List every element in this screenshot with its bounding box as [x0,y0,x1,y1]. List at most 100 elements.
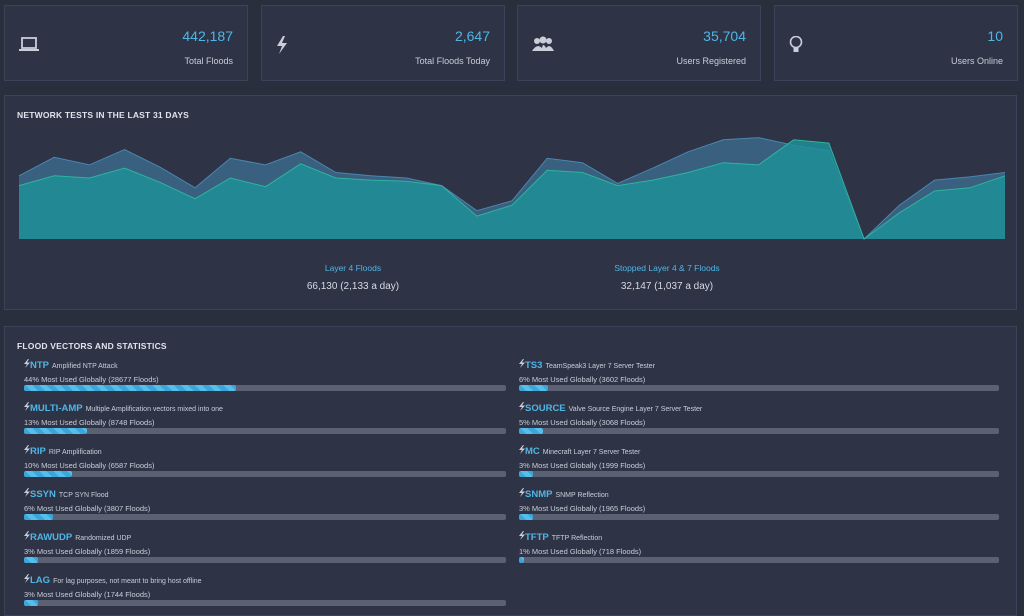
bolt-icon [24,445,30,454]
vector: MC Minecraft Layer 7 Server Tester 3% Most… [519,441,999,477]
stat-value: 442,187 [182,28,233,44]
bolt-icon [24,359,30,368]
vector-usage: 44% Most Used Globally (28677 Floods) [24,375,159,384]
vector: RAWUDP Randomized UDP 3% Most Used Globall… [24,527,506,563]
vector: LAG For lag purposes, not meant to bring … [24,570,506,606]
legend-label: Layer 4 Floods [325,263,381,273]
usage-track [519,557,999,563]
vector: SSYN TCP SYN Flood 6% Most Used Globally (… [24,484,506,520]
vector-head: TFTP TFTP Reflection [519,527,999,545]
usage-track [24,600,506,606]
vector-usage: 3% Most Used Globally (1744 Floods) [24,590,151,599]
vector: TFTP TFTP Reflection 1% Most Used Globally… [519,527,999,563]
bolt-icon [24,402,30,411]
vector-description: RIP Amplification [48,449,102,456]
vector-head: NTP Amplified NTP Attack [24,355,506,373]
vector-usage: 3% Most Used Globally (1965 Floods) [519,504,646,513]
legend-label: Stopped Layer 4 & 7 Floods [614,263,719,273]
card-icon [277,36,287,54]
line [18,139,1006,240]
usage-bar [519,385,548,391]
vector-usage: 10% Most Used Globally (6587 Floods) [24,461,155,470]
vector-head: TS3 TeamSpeak3 Layer 7 Server Tester [519,355,999,373]
vector-name: RIP [30,446,46,457]
stat-card: 442,187 Total Floods [4,5,248,81]
card-icon [789,36,803,52]
vector-name: TFTP [525,532,549,543]
vector: SOURCE Valve Source Engine Layer 7 Server… [519,398,999,434]
vector: MULTI-AMP Multiple Amplification vectors … [24,398,506,434]
usage-bar [519,471,534,477]
bolt-icon [519,445,525,454]
vector-head: SNMP SNMP Reflection [519,484,999,502]
vector-name: TS3 [525,360,543,371]
stat-label: Total Floods Today [415,56,490,66]
bolt-icon [519,402,525,411]
bolt-icon [24,574,30,583]
usage-bar [24,557,39,563]
vector-usage: 6% Most Used Globally (3807 Floods) [24,504,151,513]
vector-description: SNMP Reflection [555,492,609,499]
usage-bar [24,471,73,477]
vector-usage: 3% Most Used Globally (1999 Floods) [519,461,646,470]
legend-total: 66,130 (2,133 a day) [307,281,399,292]
stat-card: 10 Users Online [774,5,1018,81]
stat-label: Users Online [950,56,1003,66]
bolt-icon [519,488,525,497]
stat-value: 2,647 [454,28,490,44]
vector-head: RIP RIP Amplification [24,441,506,459]
vector-description: Valve Source Engine Layer 7 Server Teste… [568,406,703,413]
vector-head: LAG For lag purposes, not meant to bring … [24,570,506,588]
usage-bar [519,428,543,434]
vector-description: TCP SYN Flood [58,492,109,499]
vector-usage: 3% Most Used Globally (1859 Floods) [24,547,151,556]
vectors-panel: FLOOD VECTORS AND STATISTICS NTP Amplifie… [4,326,1017,616]
usage-track [24,514,506,520]
vector-description: Randomized UDP [75,535,132,542]
vector-description: TeamSpeak3 Layer 7 Server Tester [545,363,656,370]
usage-track [24,471,506,477]
stat-value: 35,704 [703,28,746,44]
bolt-icon [24,488,30,497]
usage-bar [519,514,534,520]
stat-label: Total Floods [184,56,233,66]
vector-head: SSYN TCP SYN Flood [24,484,506,502]
usage-track [24,428,506,434]
vector: TS3 TeamSpeak3 Layer 7 Server Tester 6% Mo… [519,355,999,391]
stat-value: 10 [987,28,1003,44]
card-icon [19,37,39,51]
vector-head: RAWUDP Randomized UDP [24,527,506,545]
vector-name: LAG [30,575,51,586]
chart-title: NETWORK TESTS IN THE LAST 31 DAYS [17,110,190,120]
vector-description: For lag purposes, not meant to bring hos… [53,578,202,585]
chart: Layer 4 Floods 66,130 (2,133 a day) Stoppe… [18,137,1006,292]
usage-bar [24,514,53,520]
vector-usage: 5% Most Used Globally (3068 Floods) [519,418,646,427]
vector: RIP RIP Amplification 10% Most Used Global… [24,441,506,477]
usage-track [24,557,506,563]
stat-card: 35,704 Users Registered [517,5,761,81]
vector-name: MULTI-AMP [30,403,83,414]
vector-head: SOURCE Valve Source Engine Layer 7 Server… [519,398,999,416]
bolt-icon [24,531,30,540]
vector-description: TFTP Reflection [551,535,603,542]
vector-head: MULTI-AMP Multiple Amplification vectors … [24,398,506,416]
bolt-icon [519,359,525,368]
vectors-title: FLOOD VECTORS AND STATISTICS [17,341,167,351]
usage-track [24,385,506,391]
vector-name: SOURCE [525,403,566,414]
vector: NTP Amplified NTP Attack 44% Most Used Glo… [24,355,506,391]
usage-track [519,428,999,434]
vector-description: Amplified NTP Attack [52,363,118,370]
usage-track [519,385,999,391]
vector-name: RAWUDP [30,532,73,543]
card-icon [532,36,554,51]
vector-head: MC Minecraft Layer 7 Server Tester [519,441,999,459]
vector-name: NTP [30,360,49,371]
bolt-icon [519,531,525,540]
vector-usage: 1% Most Used Globally (718 Floods) [519,547,642,556]
stat-card: 2,647 Total Floods Today [261,5,505,81]
usage-bar [519,557,524,563]
vector-usage: 13% Most Used Globally (8748 Floods) [24,418,155,427]
